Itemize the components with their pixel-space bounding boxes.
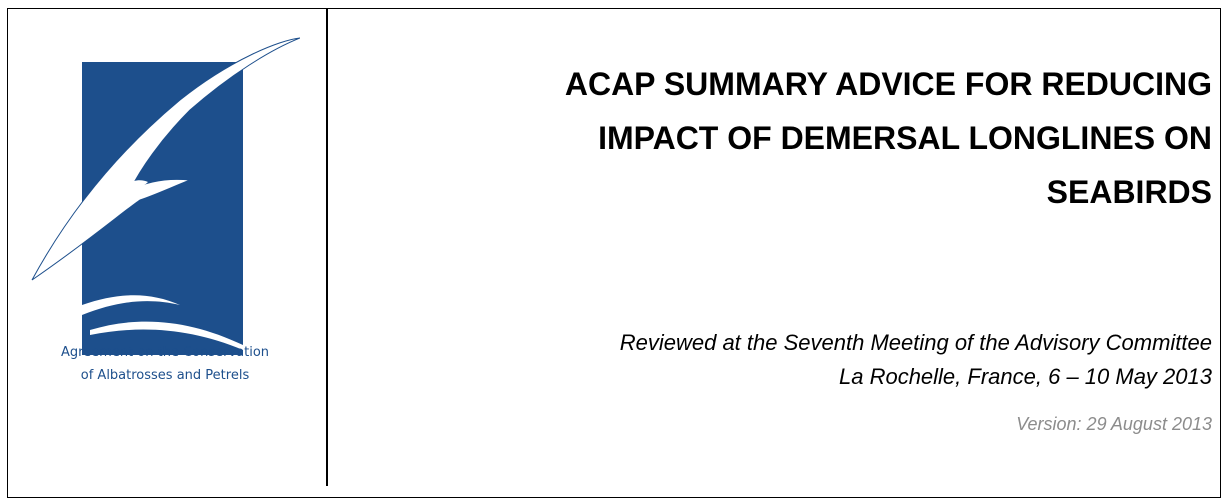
meeting-line: Reviewed at the Seventh Meeting of the A… [619, 330, 1212, 355]
logo [31, 37, 300, 355]
logo-caption: of Albatrosses and Petrels [80, 368, 250, 383]
logo-caption: Agreement on the Conservation [60, 345, 270, 360]
divider [326, 8, 328, 486]
title-line: IMPACT OF DEMERSAL LONGLINES ON [598, 120, 1212, 156]
page: Agreement on the Conservation of Albatro… [7, 8, 1221, 498]
version: Version: 29 August 2013 [1016, 414, 1212, 434]
title-line: ACAP SUMMARY ADVICE FOR REDUCING [564, 66, 1212, 102]
title-line: SEABIRDS [1046, 174, 1212, 210]
meeting-line: La Rochelle, France, 6 – 10 May 2013 [838, 364, 1212, 389]
